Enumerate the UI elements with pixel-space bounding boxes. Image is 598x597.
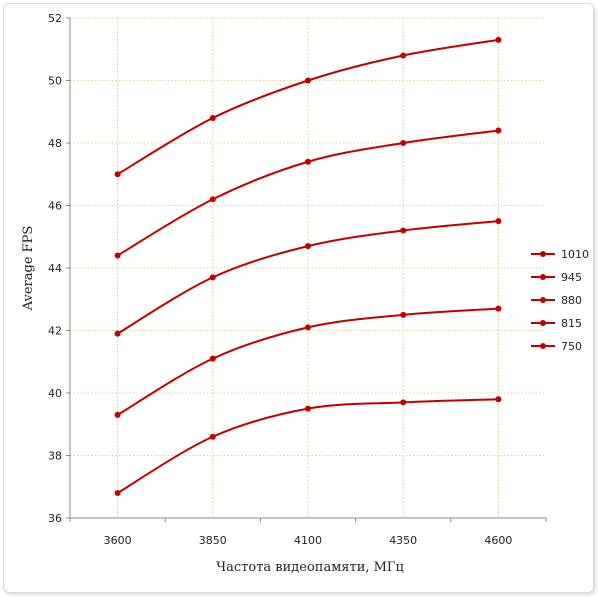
- data-point: [209, 196, 216, 203]
- data-point: [400, 227, 407, 234]
- data-point: [495, 218, 502, 225]
- y-tick-label: 40: [48, 387, 62, 400]
- legend-label: 945: [561, 271, 582, 284]
- data-point: [400, 52, 407, 59]
- x-axis-label: Частота видеопамяти, МГц: [216, 560, 404, 575]
- data-point: [495, 396, 502, 403]
- x-tick-label: 3850: [199, 534, 227, 547]
- data-point: [114, 171, 121, 178]
- y-tick-label: 50: [48, 75, 62, 88]
- y-tick-label: 42: [48, 325, 62, 338]
- legend-item: 1010: [531, 248, 589, 261]
- x-tick-label: 4600: [484, 534, 512, 547]
- data-point: [400, 399, 407, 406]
- legend-label: 815: [561, 317, 582, 330]
- data-point: [400, 311, 407, 318]
- data-point: [305, 405, 311, 412]
- legend-marker: [540, 320, 546, 326]
- data-point: [400, 140, 407, 146]
- series-750: [114, 396, 502, 496]
- x-tick-label: 4100: [294, 534, 322, 547]
- legend-item: 945: [531, 271, 582, 284]
- y-tick-label: 44: [48, 262, 62, 275]
- y-tick-label: 48: [48, 137, 62, 150]
- series-group: [114, 36, 502, 496]
- data-point: [305, 324, 311, 331]
- data-point: [209, 355, 216, 362]
- legend-label: 750: [561, 340, 582, 353]
- data-point: [495, 127, 502, 134]
- y-tick-label: 38: [48, 450, 62, 463]
- legend-label: 880: [561, 294, 582, 307]
- data-point: [209, 274, 216, 281]
- legend-marker: [540, 343, 546, 349]
- y-tick-label: 52: [48, 12, 62, 25]
- y-axis-ticks: 36 38 40 42 44 46 48 50 52: [48, 12, 62, 525]
- x-tick-label: 4350: [389, 534, 417, 547]
- series-815: [114, 305, 502, 418]
- data-point: [209, 115, 216, 121]
- x-tick-label: 3600: [104, 534, 132, 547]
- y-axis-label: Average FPS: [21, 226, 36, 312]
- data-point: [495, 305, 502, 312]
- chart-frame: [3, 3, 594, 593]
- data-point: [305, 77, 311, 84]
- series-880: [114, 218, 502, 337]
- data-point: [495, 36, 502, 43]
- data-point: [209, 433, 216, 440]
- y-tick-label: 46: [48, 200, 62, 213]
- x-axis-ticks: 3600 3850 4100 4350 4600: [104, 534, 513, 547]
- legend-label: 1010: [561, 248, 589, 261]
- data-point: [305, 243, 311, 250]
- series-1010: [114, 36, 502, 178]
- legend: 1010 945 880 815 750: [531, 248, 589, 353]
- y-tick-label: 36: [48, 512, 62, 525]
- data-point: [114, 252, 121, 259]
- data-point: [114, 490, 121, 496]
- series-945: [114, 127, 502, 259]
- legend-marker: [540, 251, 546, 257]
- data-point: [114, 411, 121, 418]
- axes: [66, 17, 547, 522]
- legend-item: 880: [531, 294, 582, 307]
- data-point: [114, 330, 121, 337]
- grid-lines: [70, 17, 546, 518]
- legend-marker: [540, 274, 546, 280]
- legend-marker: [540, 297, 546, 303]
- data-point: [305, 158, 311, 165]
- legend-item: 750: [531, 340, 582, 353]
- legend-item: 815: [531, 317, 582, 330]
